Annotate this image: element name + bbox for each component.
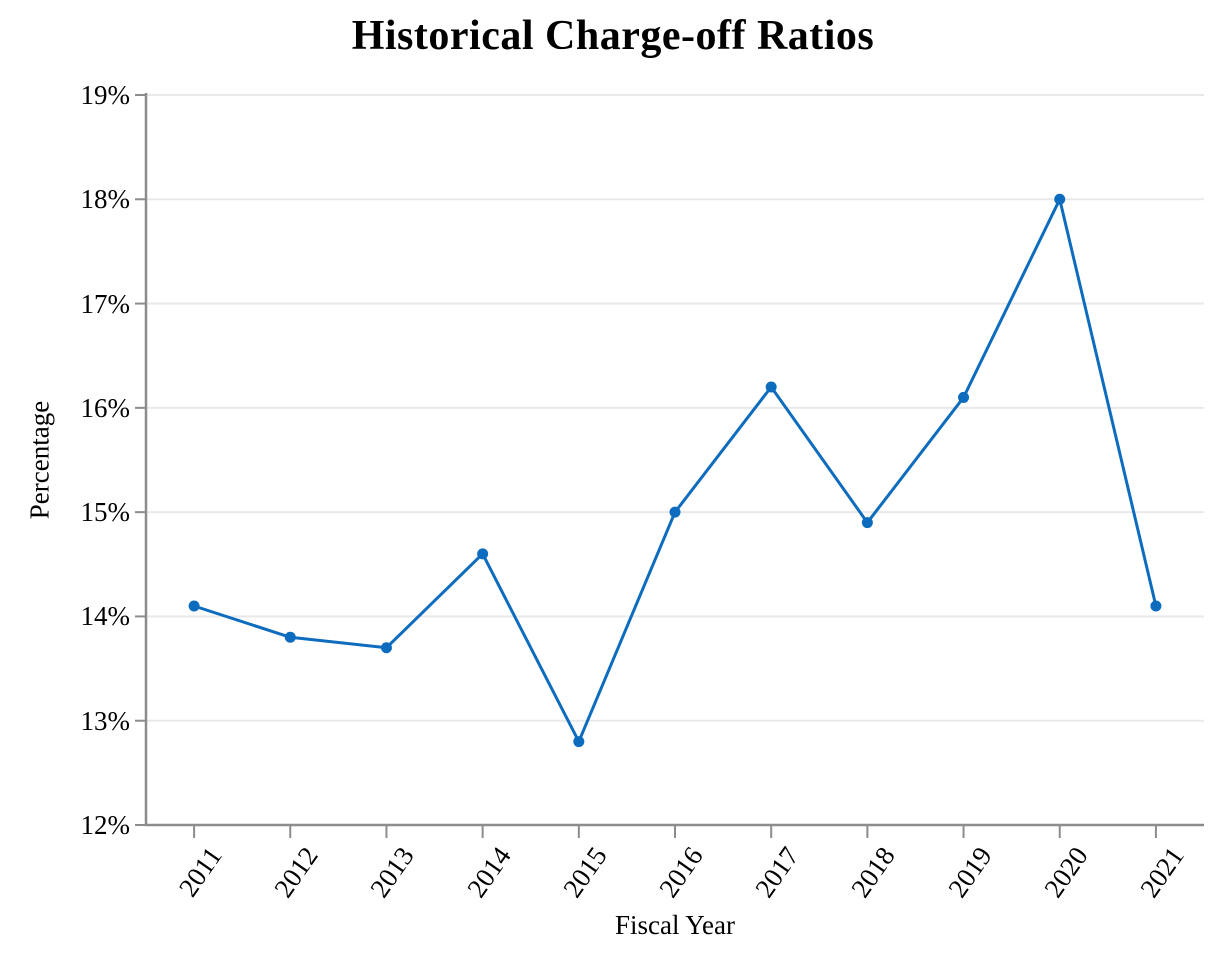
data-point xyxy=(477,548,489,560)
data-point xyxy=(573,736,585,748)
data-point xyxy=(380,642,392,654)
data-point xyxy=(765,381,777,393)
data-line xyxy=(192,197,1158,744)
x-axis-label: Fiscal Year xyxy=(615,910,735,940)
data-point xyxy=(188,600,200,612)
y-tick-label: 14% xyxy=(80,601,131,632)
data-point xyxy=(861,517,873,529)
data-point xyxy=(1054,193,1066,205)
y-tick-label: 12% xyxy=(80,810,131,840)
data-point xyxy=(284,631,296,643)
data-point xyxy=(958,391,970,403)
y-tick-label: 19% xyxy=(80,80,131,110)
data-point xyxy=(669,506,681,518)
y-tick-label: 18% xyxy=(80,184,131,215)
chart-title: Historical Charge-off Ratios xyxy=(351,13,875,59)
y-tick-label: 16% xyxy=(80,392,131,423)
data-point xyxy=(1150,600,1162,612)
y-tick-label: 15% xyxy=(80,497,131,528)
y-tick-label: 13% xyxy=(80,705,131,736)
y-tick-label: 17% xyxy=(80,288,131,319)
